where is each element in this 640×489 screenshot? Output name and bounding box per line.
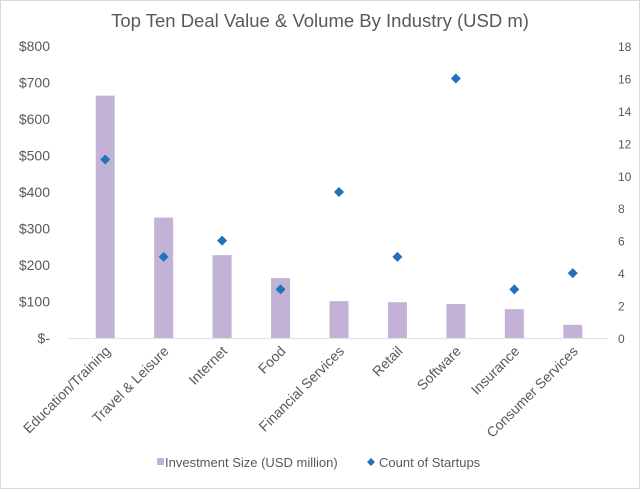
left-axis: $- $100 $200 $300 $400 $500 $600 $700 $800 bbox=[19, 38, 50, 346]
point-count-8 bbox=[567, 268, 578, 279]
bar-investment-4 bbox=[329, 301, 349, 338]
point-count-0 bbox=[100, 154, 111, 165]
left-axis-tick-label: $700 bbox=[19, 75, 50, 91]
right-axis-tick-label: 8 bbox=[618, 202, 625, 216]
legend-swatch-count-icon bbox=[367, 458, 375, 466]
point-count-7 bbox=[509, 284, 520, 295]
bar-investment-5 bbox=[387, 302, 407, 338]
bar-investment-1 bbox=[154, 217, 174, 338]
legend-label-count: Count of Startups bbox=[379, 455, 481, 470]
x-axis-category-label: Software bbox=[414, 343, 465, 394]
right-axis-tick-label: 10 bbox=[618, 170, 632, 184]
bar-investment-8 bbox=[563, 324, 583, 338]
right-axis-tick-label: 14 bbox=[618, 105, 632, 119]
left-axis-tick-label: $- bbox=[38, 330, 51, 346]
scatter-series bbox=[100, 73, 578, 295]
point-count-4 bbox=[334, 187, 344, 197]
bar-investment-7 bbox=[504, 309, 524, 338]
right-axis-tick-label: 6 bbox=[618, 235, 625, 249]
x-axis-category-label: Internet bbox=[185, 343, 230, 388]
right-axis-tick-label: 16 bbox=[618, 72, 632, 86]
bar-series bbox=[95, 95, 583, 338]
right-axis-tick-label: 18 bbox=[618, 40, 632, 54]
left-axis-tick-label: $400 bbox=[19, 184, 50, 200]
legend: Investment Size (USD million) Count of S… bbox=[157, 455, 481, 470]
right-axis-tick-label: 4 bbox=[618, 267, 625, 281]
bar-investment-0 bbox=[95, 95, 115, 338]
x-axis-category-label: Insurance bbox=[468, 343, 523, 398]
right-axis-tick-label: 2 bbox=[618, 300, 625, 314]
right-axis: 0 2 4 6 8 10 12 14 16 18 bbox=[618, 40, 632, 346]
x-axis-category-label: Retail bbox=[369, 343, 406, 380]
left-axis-tick-label: $100 bbox=[19, 294, 50, 310]
x-axis-category-label: Food bbox=[255, 343, 289, 377]
left-axis-tick-label: $600 bbox=[19, 111, 50, 127]
legend-label-investment: Investment Size (USD million) bbox=[165, 455, 338, 470]
point-count-5 bbox=[392, 251, 403, 262]
point-count-1 bbox=[158, 251, 169, 262]
point-count-2 bbox=[217, 235, 228, 246]
left-axis-tick-label: $500 bbox=[19, 148, 50, 164]
right-axis-tick-label: 0 bbox=[618, 332, 625, 346]
left-axis-tick-label: $300 bbox=[19, 221, 50, 237]
legend-swatch-investment bbox=[157, 458, 164, 465]
left-axis-tick-label: $200 bbox=[19, 257, 50, 273]
point-count-6 bbox=[450, 73, 461, 84]
bar-investment-6 bbox=[446, 304, 466, 338]
bar-investment-2 bbox=[212, 255, 232, 338]
bar-investment-3 bbox=[271, 278, 291, 338]
right-axis-tick-label: 12 bbox=[618, 137, 632, 151]
point-count-3 bbox=[275, 284, 286, 295]
left-axis-tick-label: $800 bbox=[19, 38, 50, 54]
chart-title: Top Ten Deal Value & Volume By Industry … bbox=[111, 10, 529, 31]
